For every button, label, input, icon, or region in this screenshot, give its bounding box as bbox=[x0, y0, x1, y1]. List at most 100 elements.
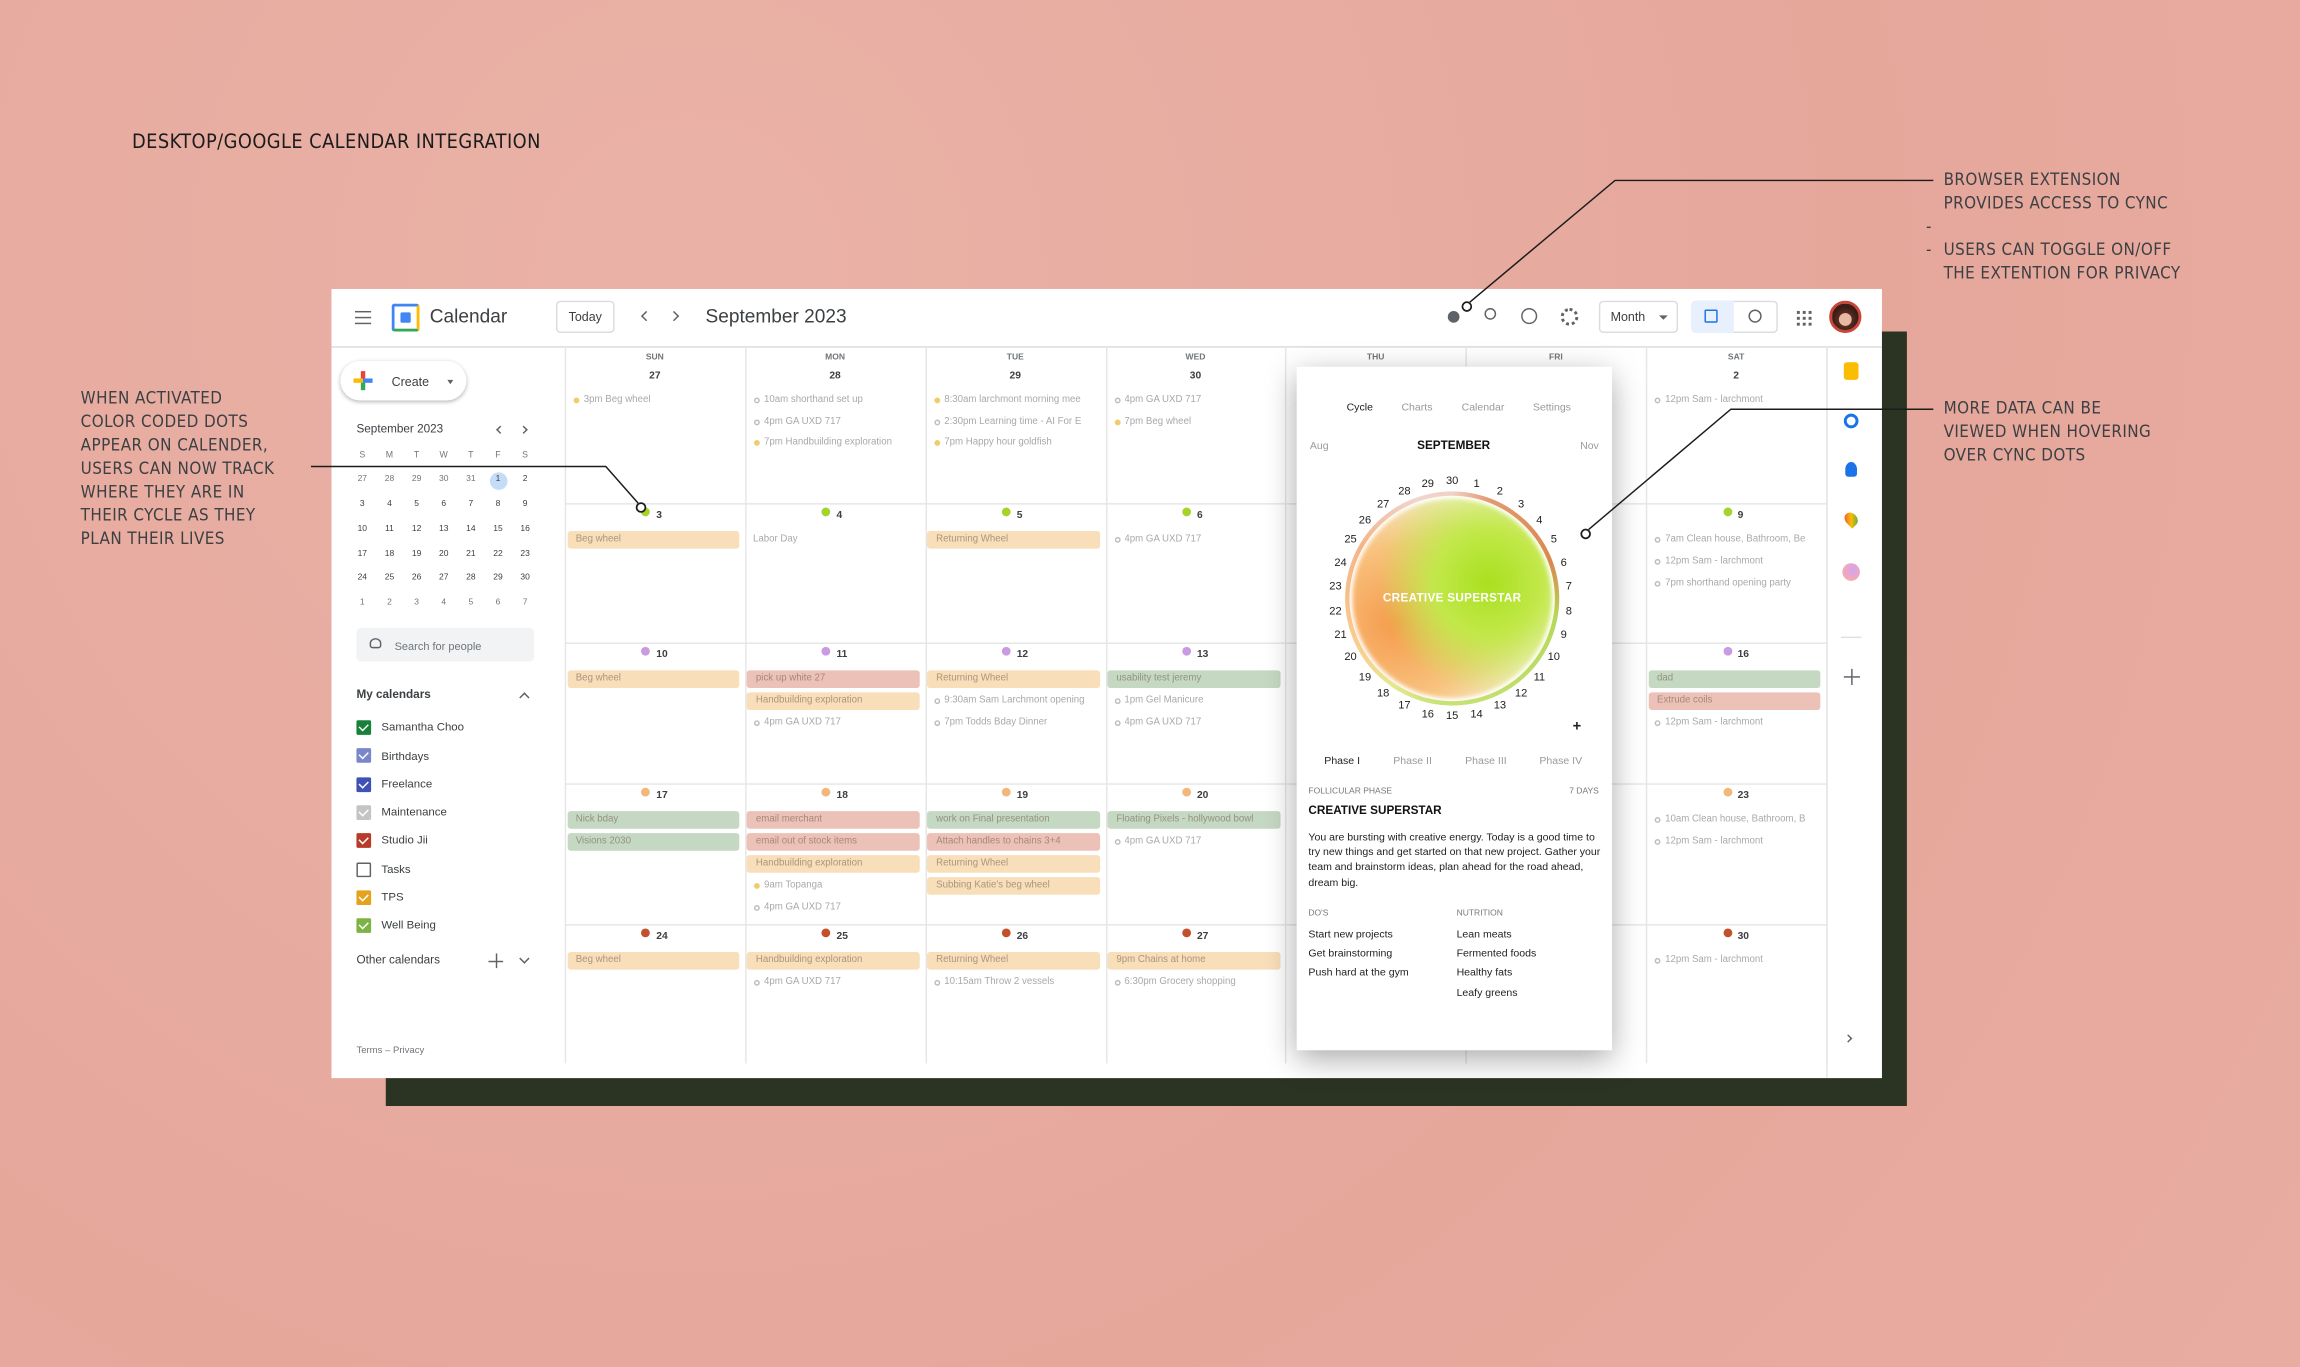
apps-dot[interactable] bbox=[1802, 310, 1806, 314]
tasks-icon[interactable] bbox=[1843, 413, 1859, 429]
ring-day[interactable]: 5 bbox=[1550, 533, 1557, 547]
mini-day[interactable]: 11 bbox=[385, 524, 394, 534]
event[interactable]: 7pm Beg wheel bbox=[1124, 415, 1192, 427]
mini-day[interactable]: 3 bbox=[359, 500, 365, 509]
ring-day[interactable]: 4 bbox=[1536, 513, 1543, 527]
event[interactable]: 9am Topanga bbox=[763, 880, 823, 891]
ring-day[interactable]: 23 bbox=[1329, 579, 1342, 593]
mini-day[interactable]: 2 bbox=[387, 598, 392, 608]
mini-day[interactable]: 24 bbox=[357, 574, 368, 583]
event[interactable]: 4pm GA UXD 717 bbox=[763, 717, 841, 728]
mini-day[interactable]: 9 bbox=[522, 500, 528, 509]
event-chip[interactable]: Beg wheel bbox=[566, 951, 740, 970]
cycle-dot[interactable] bbox=[1002, 507, 1011, 517]
cycle-dot[interactable] bbox=[641, 507, 651, 517]
today-button[interactable] bbox=[555, 300, 615, 333]
event[interactable]: 8:30am larchmont morning mee bbox=[944, 394, 1081, 405]
calendar-checkbox[interactable] bbox=[356, 861, 372, 877]
event-chip[interactable]: pick up white 27 bbox=[747, 670, 920, 688]
popup-tab[interactable]: Calendar bbox=[1461, 400, 1505, 414]
event[interactable]: 12pm Sam - larchmont bbox=[1665, 836, 1763, 847]
ring-day[interactable]: 21 bbox=[1334, 627, 1347, 642]
avatar[interactable] bbox=[1829, 300, 1862, 333]
mini-day[interactable]: 2 bbox=[522, 475, 528, 485]
event-chip[interactable]: Returning Wheel bbox=[927, 670, 1101, 688]
cycle-dot[interactable] bbox=[1722, 507, 1732, 517]
mini-day[interactable]: 27 bbox=[438, 574, 449, 583]
mini-day[interactable]: 19 bbox=[411, 549, 422, 559]
cycle-dot[interactable] bbox=[1722, 787, 1732, 797]
mini-day[interactable]: 30 bbox=[520, 574, 530, 583]
cycle-dot[interactable] bbox=[1182, 928, 1192, 938]
event-chip[interactable]: Subbing Katie's beg wheel bbox=[927, 877, 1101, 895]
cycle-dot[interactable] bbox=[821, 787, 831, 797]
ring-day[interactable]: 19 bbox=[1358, 670, 1372, 684]
mini-day[interactable]: 15 bbox=[493, 524, 503, 534]
holiday[interactable]: Labor Day bbox=[747, 530, 920, 549]
mini-day[interactable]: 16 bbox=[520, 524, 530, 534]
event[interactable]: 7pm Todds Bday Dinner bbox=[944, 717, 1048, 728]
mini-day[interactable]: 25 bbox=[384, 574, 395, 583]
mini-day[interactable]: 7 bbox=[468, 500, 474, 509]
mini-day[interactable]: 31 bbox=[466, 475, 476, 485]
mini-day[interactable]: 7 bbox=[522, 598, 528, 608]
cync-toggle[interactable] bbox=[1447, 310, 1460, 323]
event[interactable]: 7pm Happy hour goldfish bbox=[944, 437, 1052, 448]
event-chip[interactable]: Nick bday bbox=[566, 811, 740, 829]
event[interactable]: 4pm GA UXD 717 bbox=[1124, 836, 1202, 847]
mini-day[interactable]: 26 bbox=[411, 574, 422, 583]
ring-day[interactable]: 10 bbox=[1547, 650, 1560, 664]
mini-day[interactable]: 4 bbox=[387, 500, 392, 509]
mini-day[interactable]: 30 bbox=[438, 475, 449, 485]
event[interactable]: 4pm GA UXD 717 bbox=[763, 976, 841, 988]
cycle-dot[interactable] bbox=[1182, 787, 1192, 797]
cycle-dot[interactable] bbox=[641, 928, 651, 938]
event[interactable]: 7am Clean house, Bathroom, Be bbox=[1665, 533, 1806, 545]
calendar-checkbox[interactable] bbox=[356, 805, 372, 820]
mini-day[interactable]: 23 bbox=[520, 549, 530, 559]
mini-day[interactable]: 29 bbox=[493, 574, 503, 583]
event-chip[interactable]: Returning Wheel bbox=[927, 530, 1101, 549]
event[interactable]: 7pm shorthand opening party bbox=[1665, 577, 1791, 589]
menu-bar[interactable] bbox=[354, 316, 372, 319]
event-chip[interactable]: 9pm Chains at home bbox=[1107, 951, 1281, 970]
event[interactable]: 4pm GA UXD 717 bbox=[763, 902, 841, 913]
keep-icon[interactable] bbox=[1843, 362, 1859, 380]
event[interactable]: 4pm GA UXD 717 bbox=[763, 415, 841, 427]
settings-icon[interactable] bbox=[1560, 308, 1579, 326]
phase-tab[interactable]: Phase IV bbox=[1539, 753, 1583, 767]
event[interactable]: 4pm GA UXD 717 bbox=[1124, 394, 1202, 405]
cycle-dot[interactable] bbox=[821, 507, 831, 517]
cycle-dot[interactable] bbox=[1722, 646, 1732, 656]
menu-bar[interactable] bbox=[354, 310, 372, 314]
event[interactable]: 6:30pm Grocery shopping bbox=[1124, 976, 1236, 988]
ring-day[interactable]: 27 bbox=[1376, 496, 1390, 510]
phase-tab[interactable]: Phase III bbox=[1465, 753, 1507, 767]
event[interactable]: 7pm Handbuilding exploration bbox=[763, 437, 892, 448]
menu-bar[interactable] bbox=[354, 322, 372, 325]
event-chip[interactable]: Beg wheel bbox=[566, 530, 740, 549]
mini-day[interactable]: 3 bbox=[414, 598, 419, 608]
view-toggle-active[interactable] bbox=[1691, 300, 1734, 333]
apps-dot[interactable] bbox=[1808, 316, 1812, 320]
ring-day[interactable]: 2 bbox=[1496, 484, 1503, 498]
ring-day[interactable]: 13 bbox=[1493, 698, 1507, 713]
cycle-dot[interactable] bbox=[1002, 787, 1011, 797]
cycle-dot[interactable] bbox=[1182, 646, 1192, 656]
ring-day[interactable]: 15 bbox=[1445, 709, 1459, 723]
event[interactable]: 9:30am Sam Larchmont opening bbox=[944, 695, 1085, 706]
event[interactable]: 12pm Sam - larchmont bbox=[1665, 954, 1763, 966]
popup-tab[interactable]: Settings bbox=[1532, 400, 1571, 414]
ring-day[interactable]: 26 bbox=[1358, 513, 1372, 527]
mini-day[interactable]: 5 bbox=[468, 598, 474, 608]
search-icon[interactable] bbox=[1484, 308, 1497, 320]
mini-day[interactable]: 28 bbox=[466, 574, 476, 583]
ring-day[interactable]: 25 bbox=[1344, 533, 1357, 547]
event[interactable]: 10am Clean house, Bathroom, B bbox=[1665, 814, 1806, 825]
cycle-dot[interactable] bbox=[821, 928, 831, 938]
mini-day[interactable]: 17 bbox=[357, 549, 368, 559]
event-chip[interactable]: usability test jeremy bbox=[1107, 670, 1281, 688]
contacts-icon[interactable] bbox=[1845, 462, 1858, 477]
ring-day[interactable]: 20 bbox=[1344, 650, 1357, 664]
calendar-checkbox[interactable] bbox=[356, 918, 372, 934]
